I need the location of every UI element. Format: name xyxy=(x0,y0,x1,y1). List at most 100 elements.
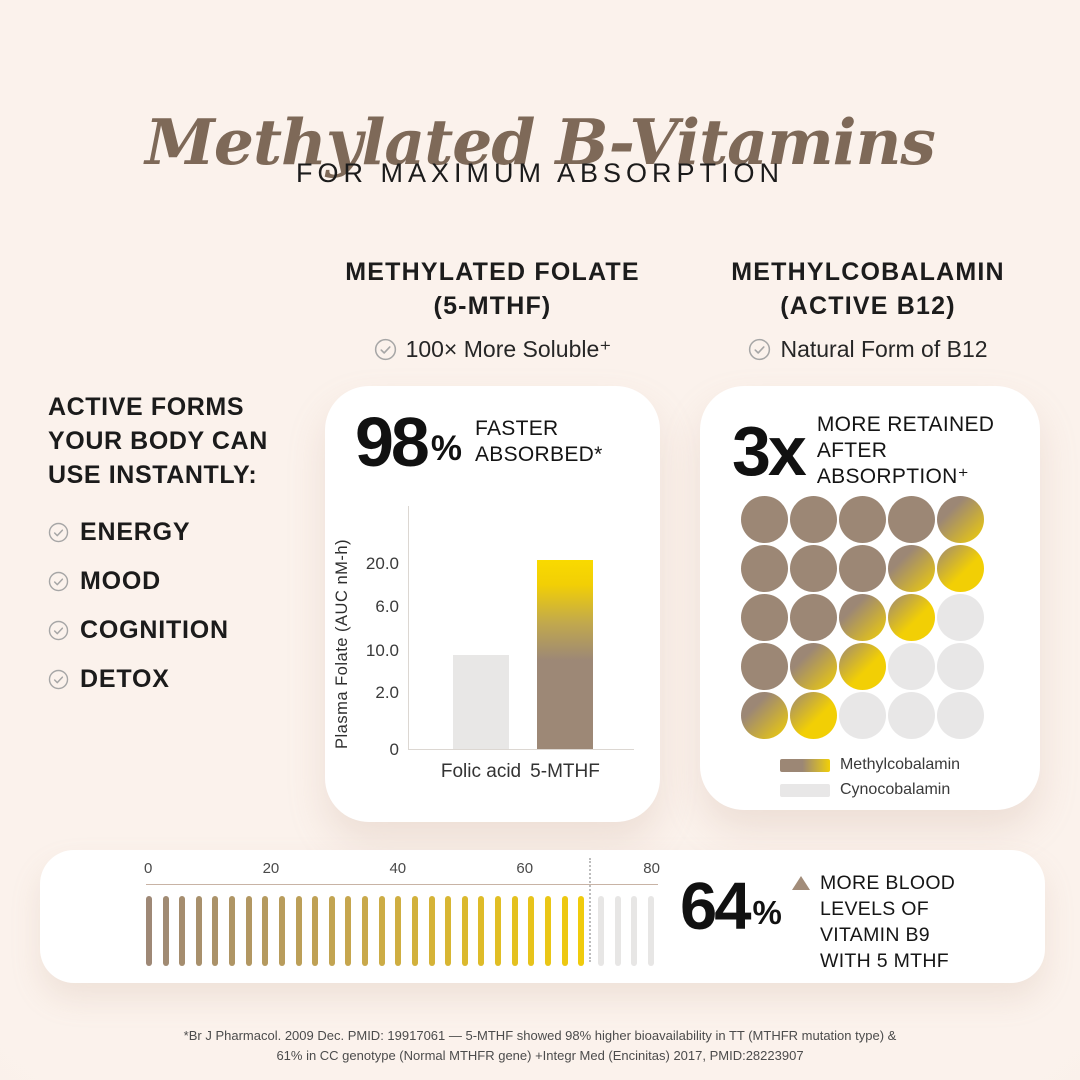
b12-column-subtitle: (ACTIVE B12) xyxy=(780,292,956,320)
matrix-dot-b xyxy=(790,545,837,592)
page-subtitle: FOR MAXIMUM ABSORPTION xyxy=(295,158,785,188)
y-tick-label: 0 xyxy=(389,740,399,759)
gauge-bar-colored xyxy=(395,896,402,966)
matrix-dot-g xyxy=(937,643,984,690)
gauge-bar-colored xyxy=(179,896,186,966)
gauge-bar-colored xyxy=(544,896,551,966)
folate-benefit-row: 100× More Soluble⁺ xyxy=(320,336,665,363)
gauge-bar-colored xyxy=(162,896,169,966)
benefit-item-label: MOOD xyxy=(80,567,161,595)
y-tick-label: 2.0 xyxy=(375,683,399,702)
gauge-bar-colored xyxy=(411,896,418,966)
gauge-annotation-line: MORE BLOOD xyxy=(820,872,956,894)
check-circle-icon xyxy=(48,669,69,690)
matrix-dot-g xyxy=(839,692,886,739)
matrix-dot-by xyxy=(741,692,788,739)
matrix-dot-b xyxy=(741,643,788,690)
folate-card: 98 % FASTER ABSORBED* Plasma Folate (AUC… xyxy=(325,386,660,822)
gauge-bar-gray xyxy=(598,896,604,966)
legend-swatch-methylcobalamin xyxy=(779,758,830,772)
gauge-annotation: MORE BLOOD LEVELS OF VITAMIN B9 WITH 5 MTHF xyxy=(792,870,955,974)
gauge-stat-unit: % xyxy=(752,893,782,931)
gauge-bar-colored xyxy=(511,896,518,966)
folate-benefit-label: 100× More Soluble⁺ xyxy=(405,336,612,362)
gauge-stat-value: 64 xyxy=(680,869,752,944)
footnote-line1: *Br J Pharmacol. 2009 Dec. PMID: 1991706… xyxy=(183,1028,897,1043)
gauge-axis-tick: 20 xyxy=(262,860,280,877)
legend-label-cynocobalamin: Cynocobalamin xyxy=(839,781,951,798)
b12-benefit-label: Natural Form of B12 xyxy=(780,336,988,362)
gauge-bar-colored xyxy=(445,896,452,966)
folate-column-title: METHYLATED FOLATE xyxy=(345,258,640,286)
gauge-axis-tick: 40 xyxy=(389,860,407,877)
gauge-axis-tick: 60 xyxy=(516,860,534,877)
gauge-bar-colored xyxy=(195,896,202,966)
gauge-bar-colored xyxy=(295,896,302,966)
gauge-axis-line xyxy=(146,884,658,885)
matrix-dot-b xyxy=(790,496,837,543)
benefit-item: DETOX xyxy=(48,665,298,694)
x-label-5mthf: 5-MTHF xyxy=(530,761,600,782)
gauge-axis-tick: 80 xyxy=(643,860,660,877)
gauge-bar-colored xyxy=(278,896,285,966)
b12-stat: 3x MORE RETAINED AFTER ABSORPTION⁺ xyxy=(732,412,1040,490)
legend-label-methylcobalamin: Methylcobalamin xyxy=(839,756,961,773)
gauge-bar-colored xyxy=(212,896,219,966)
matrix-dot-g xyxy=(937,594,984,641)
gauge-bar-colored xyxy=(262,896,269,966)
b12-column-title: METHYLCOBALAMIN xyxy=(731,258,1005,286)
check-circle-icon xyxy=(48,620,69,641)
gauge-bar-gray xyxy=(631,896,638,966)
gauge-annotation-line: VITAMIN B9 xyxy=(820,924,930,946)
check-circle-icon xyxy=(374,338,397,361)
retention-dot-matrix xyxy=(741,496,984,739)
benefit-item-label: DETOX xyxy=(80,665,170,693)
gauge-axis-tick: 0 xyxy=(144,860,153,877)
matrix-dot-b xyxy=(790,594,837,641)
folate-stat-unit: % xyxy=(430,429,462,469)
matrix-dot-b xyxy=(741,496,788,543)
folate-stat-label: FASTER ABSORBED* xyxy=(475,417,603,467)
active-forms-panel: ACTIVE FORMS YOUR BODY CAN USE INSTANTLY… xyxy=(48,390,298,694)
check-circle-icon xyxy=(48,571,69,592)
gauge-annotation-line: WITH 5 MTHF xyxy=(820,950,949,972)
gauge-bar-colored xyxy=(345,896,352,966)
gauge-bar-colored xyxy=(578,896,585,966)
matrix-dot-by xyxy=(839,594,886,641)
up-triangle-icon xyxy=(792,876,810,890)
matrix-dot-by xyxy=(888,545,935,592)
footnote-line2: 61% in CC genotype (Normal MTHFR gene) +… xyxy=(276,1048,804,1063)
folate-column-subtitle: (5-MTHF) xyxy=(433,292,552,320)
benefit-item: COGNITION xyxy=(48,616,298,645)
folate-bar-chart: Plasma Folate (AUC nM-h) 20.0 6.0 10.0 2.0 0… xyxy=(333,506,634,782)
matrix-dot-by xyxy=(790,643,837,690)
check-circle-icon xyxy=(748,338,771,361)
gauge-bar-gray xyxy=(647,896,654,966)
gauge-bar-colored xyxy=(428,896,435,966)
benefit-item: MOOD xyxy=(48,567,298,596)
matrix-dot-g xyxy=(888,692,935,739)
matrix-dot-b xyxy=(888,496,935,543)
active-forms-heading: ACTIVE FORMS YOUR BODY CAN USE INSTANTLY… xyxy=(48,393,268,489)
footnote: *Br J Pharmacol. 2009 Dec. PMID: 1991706… xyxy=(0,1026,1080,1066)
gauge-bar-colored xyxy=(461,896,468,966)
matrix-dot-y xyxy=(839,643,886,690)
b12-stat-label: MORE RETAINED AFTER ABSORPTION⁺ xyxy=(816,413,995,488)
matrix-dot-b xyxy=(839,496,886,543)
benefits-checklist: ENERGY MOOD COGNITION DETOX xyxy=(48,518,298,694)
bar-5mthf xyxy=(537,560,593,749)
matrix-dot-b xyxy=(741,545,788,592)
gauge-bar-colored xyxy=(245,896,252,966)
gauge-bar-colored xyxy=(146,896,152,966)
matrix-dot-y xyxy=(937,545,984,592)
gauge-bar-colored xyxy=(495,896,502,966)
dot-matrix-legend: Methylcobalamin Cynocobalamin xyxy=(779,756,961,799)
b12-card: 3x MORE RETAINED AFTER ABSORPTION⁺ Methy… xyxy=(700,386,1040,810)
gauge-bar-colored xyxy=(378,896,385,966)
benefit-item: ENERGY xyxy=(48,518,298,547)
gauge-bar-colored xyxy=(478,896,485,966)
matrix-dot-g xyxy=(937,692,984,739)
gauge-axis-labels: 0 20 40 60 80 xyxy=(144,860,660,877)
gauge-bar-colored xyxy=(312,896,319,966)
legend-swatch-cynocobalamin xyxy=(779,783,830,797)
